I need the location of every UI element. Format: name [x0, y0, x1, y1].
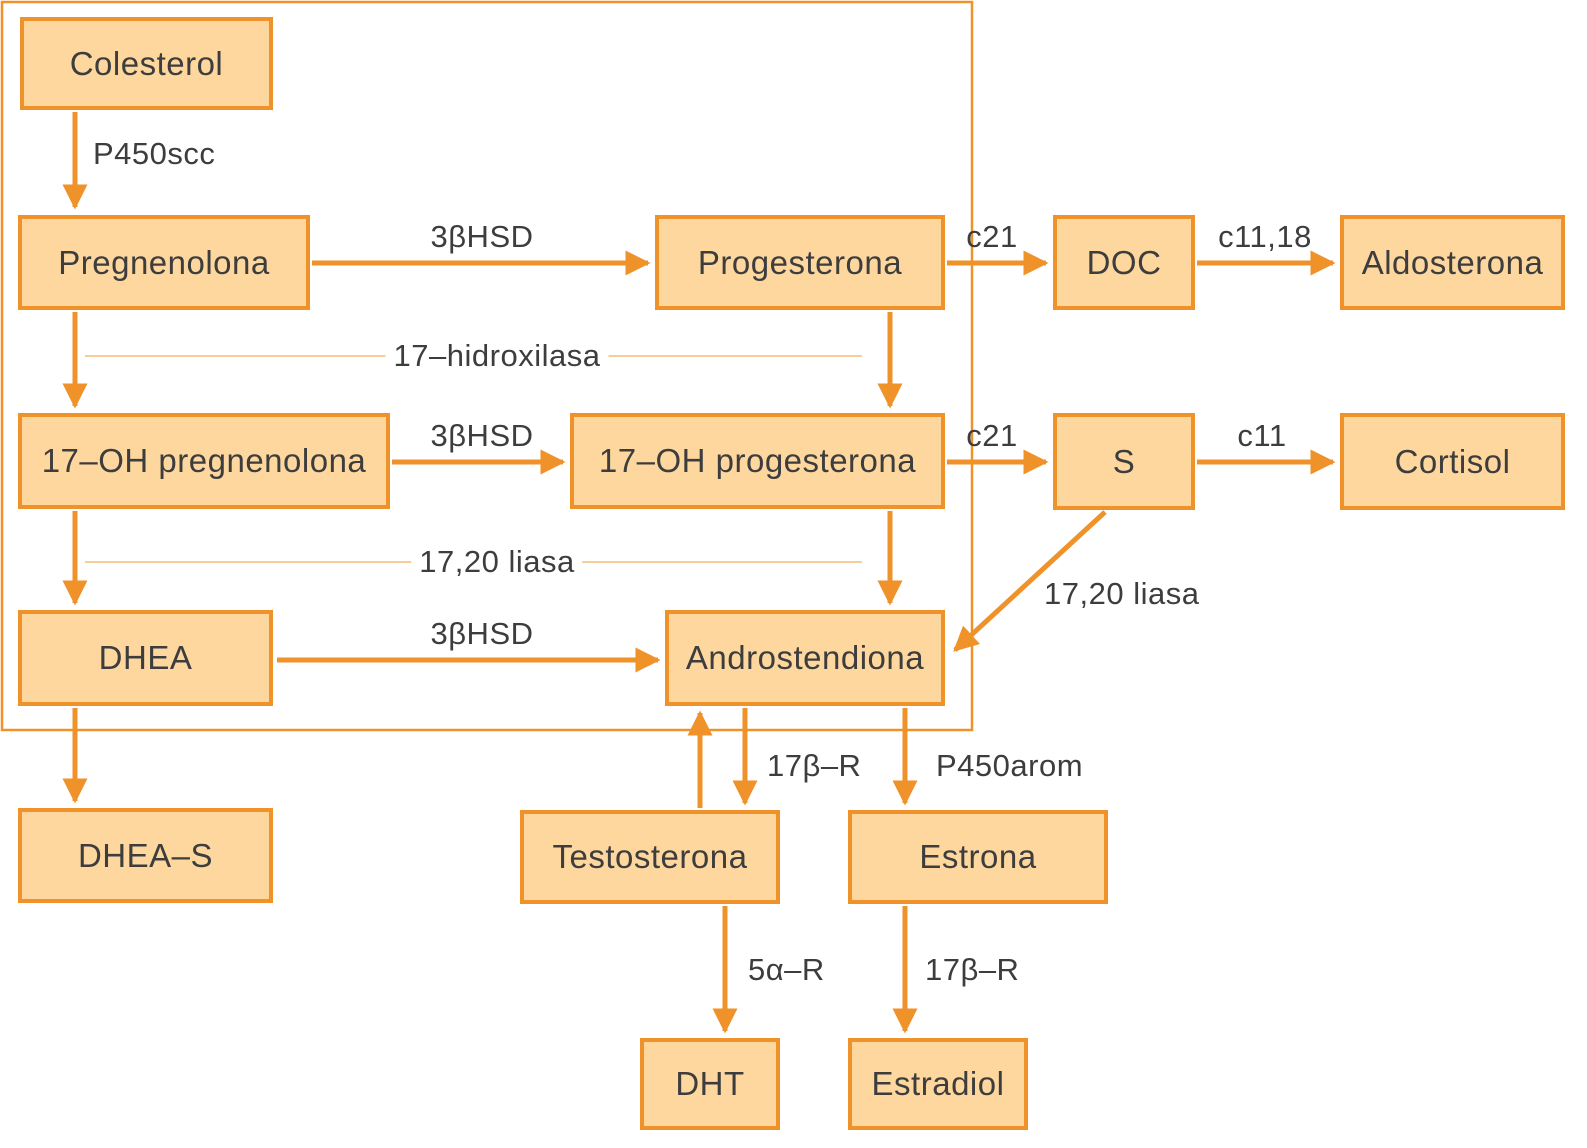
arrow-s-to-androstendiona [953, 510, 1107, 652]
enzyme-label-17-hidroxilasa: 17–hidroxilasa [385, 338, 609, 374]
node-cortisol: Cortisol [1340, 413, 1565, 510]
node-dht: DHT [640, 1038, 780, 1130]
node-aldosterona: Aldosterona [1340, 215, 1565, 310]
enzyme-label-17b-r-2: 17β–R [925, 952, 1020, 987]
node-dhea: DHEA [18, 610, 273, 706]
node-s: S [1053, 413, 1195, 510]
enzyme-label-c21-2: c21 [966, 418, 1018, 453]
enzyme-label-p450scc: P450scc [93, 136, 216, 171]
enzyme-label-1720-liasa-2: 17,20 liasa [1044, 576, 1200, 611]
enzyme-label-p450arom: P450arom [936, 748, 1084, 783]
enzyme-label-c11-18: c11,18 [1218, 219, 1312, 254]
enzyme-label-3bhsd-1: 3βHSD [430, 219, 534, 254]
enzyme-label-c21-1: c21 [966, 219, 1018, 254]
node-estrona: Estrona [848, 810, 1108, 904]
node-androstendiona: Androstendiona [665, 610, 945, 706]
enzyme-label-1720-liasa-1: 17,20 liasa [411, 544, 583, 580]
node-progesterona: Progesterona [655, 215, 945, 310]
node-dhea-s: DHEA–S [18, 808, 273, 903]
node-17-oh-progesterona: 17–OH progesterona [570, 413, 945, 509]
outer-frame [0, 0, 974, 732]
node-testosterona: Testosterona [520, 810, 780, 904]
enzyme-label-c11: c11 [1237, 418, 1287, 453]
node-pregnenolona: Pregnenolona [18, 215, 310, 310]
enzyme-label-3bhsd-2: 3βHSD [430, 418, 534, 453]
node-estradiol: Estradiol [848, 1038, 1028, 1130]
enzyme-label-5a-r: 5α–R [748, 952, 825, 987]
node-colesterol: Colesterol [20, 17, 273, 110]
enzyme-label-17b-r-1: 17β–R [767, 748, 862, 783]
node-17-oh-pregnenolona: 17–OH pregnenolona [18, 413, 390, 509]
enzyme-label-3bhsd-3: 3βHSD [430, 616, 534, 651]
node-doc: DOC [1053, 215, 1195, 310]
